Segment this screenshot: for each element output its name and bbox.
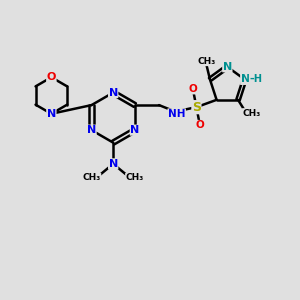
Text: N: N (130, 125, 140, 135)
Text: NH: NH (168, 109, 185, 119)
Text: N: N (109, 159, 118, 169)
Text: O: O (196, 120, 204, 130)
Text: –H: –H (249, 74, 262, 84)
Text: CH₃: CH₃ (197, 57, 216, 66)
Text: N: N (87, 125, 96, 135)
Text: N: N (47, 109, 56, 119)
Text: S: S (192, 101, 201, 114)
Text: N: N (223, 62, 232, 72)
Text: CH₃: CH₃ (126, 173, 144, 182)
Text: N: N (241, 74, 250, 84)
Text: O: O (47, 72, 56, 82)
Text: O: O (188, 84, 197, 94)
Text: CH₃: CH₃ (82, 173, 101, 182)
Text: CH₃: CH₃ (242, 109, 261, 118)
Text: N: N (109, 88, 118, 98)
